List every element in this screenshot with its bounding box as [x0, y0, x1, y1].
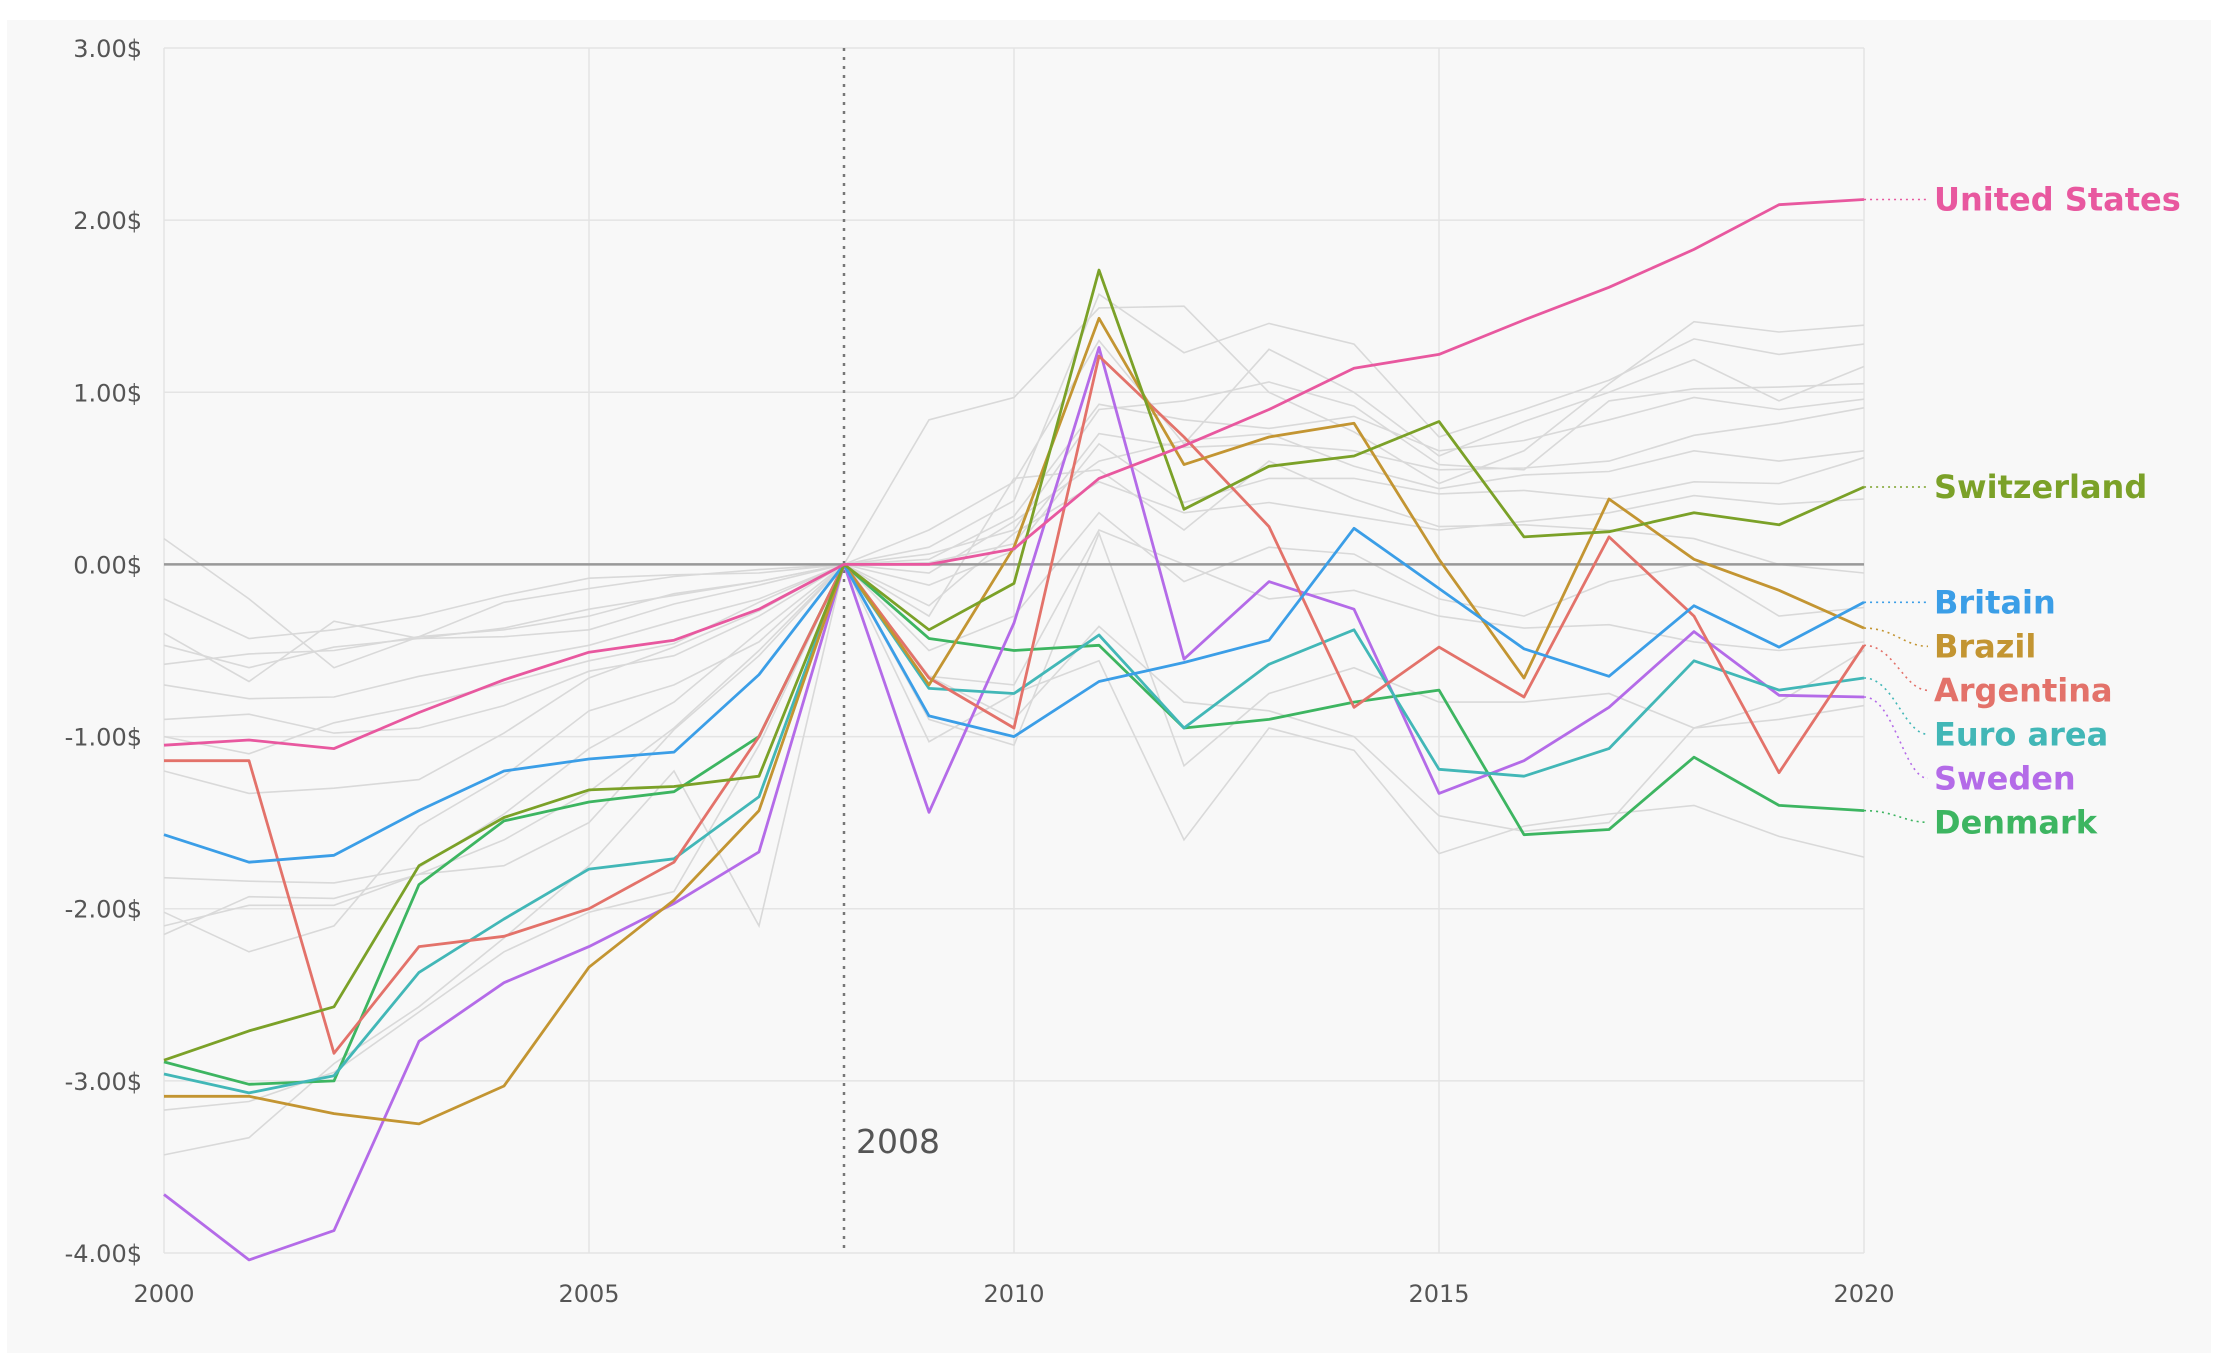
background-series-line: [163, 562, 1865, 1111]
y-tick-label: -4.00$: [65, 1240, 142, 1268]
series-line-denmark: [163, 563, 1865, 1086]
x-tick-label: 2015: [1408, 1280, 1469, 1308]
y-tick-label: 0.00$: [73, 551, 142, 579]
label-leader-sweden: [1863, 696, 1929, 780]
background-series-line: [163, 339, 1865, 683]
background-series-line: [163, 480, 1865, 795]
x-tick-label: 2000: [133, 1280, 194, 1308]
y-tick-label: -3.00$: [65, 1068, 142, 1096]
label-leader-brazil: [1863, 627, 1929, 648]
x-tick-label: 2005: [558, 1280, 619, 1308]
y-tick-label: -1.00$: [65, 724, 142, 752]
series-line-sweden: [163, 346, 1865, 1262]
background-series-line: [163, 305, 1865, 669]
series-label-euro-area: Euro area: [1934, 715, 2108, 753]
y-tick-label: -2.00$: [65, 896, 142, 924]
series-label-united-states: United States: [1934, 180, 2181, 218]
x-tick-label: 2010: [983, 1280, 1044, 1308]
series-label-argentina: Argentina: [1934, 671, 2113, 709]
background-series-line: [163, 292, 1865, 640]
series-lines: [163, 198, 1866, 1262]
series-label-brazil: Brazil: [1934, 627, 2036, 665]
series-line-euro-area: [163, 563, 1865, 1095]
x-axis-tick-labels: 2000 2005 2010 2015 2020: [133, 1280, 1894, 1308]
y-tick-label: 1.00$: [73, 379, 142, 407]
y-tick-label: 2.00$: [73, 207, 142, 235]
background-series-line: [163, 432, 1865, 734]
series-line-united-states: [163, 198, 1865, 750]
background-series-line: [163, 396, 1865, 666]
series-labels: United States Switzerland Britain Brazil Arg…: [1934, 180, 2181, 841]
background-series-line: [163, 442, 1865, 755]
annotation-label-2008: 2008: [856, 1122, 940, 1161]
series-label-denmark: Denmark: [1934, 803, 2098, 841]
background-series-line: [163, 528, 1865, 936]
y-axis-tick-labels: 3.00$ 2.00$ 1.00$ 0.00$ -1.00$ -2.00$ -3.00$ -4…: [65, 35, 142, 1268]
label-leader-denmark: [1863, 809, 1929, 824]
label-leader-argentina: [1863, 644, 1929, 692]
series-label-switzerland: Switzerland: [1934, 468, 2147, 506]
series-line-britain: [163, 526, 1865, 864]
series-label-sweden: Sweden: [1934, 759, 2076, 797]
y-tick-label: 3.00$: [73, 35, 142, 63]
label-leader-lines: [1863, 198, 1929, 824]
series-label-britain: Britain: [1934, 583, 2056, 621]
x-tick-label: 2020: [1833, 1280, 1894, 1308]
series-line-argentina: [164, 354, 1866, 1055]
background-series-lines: [163, 292, 1865, 1156]
series-line-switzerland: [163, 268, 1865, 1062]
